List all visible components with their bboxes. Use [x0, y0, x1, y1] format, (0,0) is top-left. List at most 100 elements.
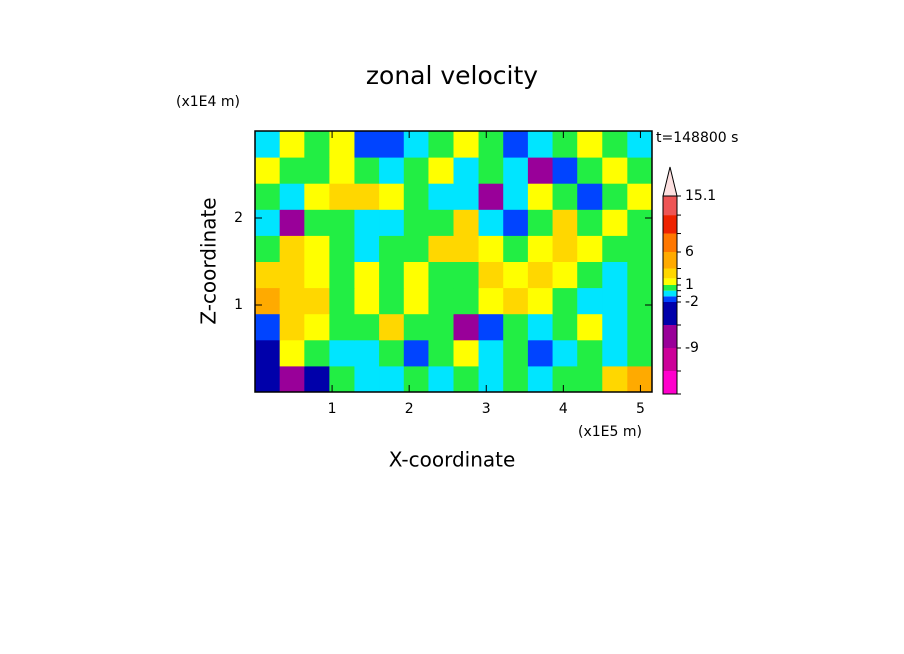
colorbar-bin — [663, 302, 677, 325]
x-axis-title: X-coordinate — [389, 448, 516, 472]
x-tick-label: 2 — [405, 401, 414, 417]
contour-cell — [329, 183, 355, 210]
contour-cell — [577, 131, 603, 158]
contour-cell — [602, 183, 628, 210]
contour-cell — [329, 287, 355, 315]
colorbar-bin — [663, 278, 677, 285]
contour-cell — [453, 131, 480, 158]
contour-cell — [279, 261, 305, 289]
contour-cell — [428, 287, 454, 315]
contour-cell — [527, 131, 554, 158]
contour-cell — [503, 261, 529, 289]
contour-cell — [304, 209, 330, 236]
colorbar-label: -9 — [685, 340, 699, 356]
colorbar-label: 15.1 — [685, 188, 716, 204]
contour-cell — [453, 261, 480, 289]
contour-cell — [304, 365, 330, 393]
contour-cell — [453, 209, 480, 236]
contour-cell — [552, 209, 578, 236]
contour-cell — [403, 183, 429, 210]
contour-cell — [354, 287, 380, 315]
contour-cell — [379, 209, 405, 236]
contour-cell — [428, 131, 454, 158]
contour-cell — [379, 157, 405, 184]
contour-cell — [255, 339, 281, 367]
contour-cell — [279, 183, 305, 210]
contour-cell — [329, 313, 355, 341]
contour-cell — [453, 339, 480, 367]
colorbar-bin — [663, 348, 677, 371]
y-unit: (x1E4 m) — [176, 94, 240, 110]
contour-cell — [428, 157, 454, 184]
contour-cell — [552, 235, 578, 262]
contour-cell — [527, 339, 554, 367]
colorbar-bin — [663, 290, 677, 297]
contour-cell — [329, 157, 355, 184]
contour-cell — [255, 365, 281, 393]
contour-cell — [279, 287, 305, 315]
contour-cell — [304, 287, 330, 315]
contour-cell — [354, 261, 380, 289]
contour-cell — [428, 209, 454, 236]
contour-cell — [329, 339, 355, 367]
contour-cell — [478, 209, 504, 236]
contour-cell — [354, 235, 380, 262]
contour-cell — [478, 131, 504, 158]
colorbar-bin — [663, 233, 677, 252]
contour-cell — [478, 261, 504, 289]
contour-cell — [304, 313, 330, 341]
x-tick-label: 3 — [482, 401, 491, 417]
contour-cell — [602, 339, 628, 367]
contour-cell — [354, 313, 380, 341]
contour-cell — [329, 235, 355, 262]
contour-cell — [329, 131, 355, 158]
contour-cell — [503, 365, 529, 393]
contour-cell — [279, 365, 305, 393]
contour-cell — [577, 183, 603, 210]
contour-cell — [279, 339, 305, 367]
contour-cell — [478, 339, 504, 367]
contour-cell — [354, 183, 380, 210]
contour-cell — [602, 365, 628, 393]
contour-cell — [478, 157, 504, 184]
contour-cell — [329, 365, 355, 393]
contour-cell — [403, 157, 429, 184]
contour-cell — [552, 339, 578, 367]
contour-cell — [453, 365, 480, 393]
contour-cell — [503, 131, 529, 158]
contour-cell — [503, 339, 529, 367]
contour-cell — [255, 313, 281, 341]
contour-cell — [379, 287, 405, 315]
contour-cell — [403, 131, 429, 158]
contour-cell — [329, 209, 355, 236]
contour-cell — [354, 365, 380, 393]
contour-cell — [279, 209, 305, 236]
contour-cell — [428, 183, 454, 210]
contour-cell — [602, 287, 628, 315]
contour-cell — [627, 287, 653, 315]
colorbar-bin — [663, 325, 677, 348]
contour-cell — [552, 131, 578, 158]
contour-cell — [527, 183, 554, 210]
contour-cell — [279, 131, 305, 158]
contour-cell — [379, 313, 405, 341]
plot-frame — [254, 130, 653, 393]
contour-cell — [503, 183, 529, 210]
colorbar-label: 6 — [685, 244, 694, 260]
contour-cell — [602, 313, 628, 341]
contour-cell — [354, 131, 380, 158]
contour-cell — [453, 235, 480, 262]
contour-cell — [577, 235, 603, 262]
contour-cell — [255, 287, 281, 315]
colorbar-label: 1 — [685, 277, 694, 293]
contour-cell — [577, 287, 603, 315]
contour-cell — [577, 157, 603, 184]
contour-cell — [379, 183, 405, 210]
x-tick-label: 4 — [559, 401, 568, 417]
colorbar-bin — [663, 196, 677, 216]
contour-cell — [379, 339, 405, 367]
contour-cell — [602, 157, 628, 184]
contour-cell — [304, 261, 330, 289]
contour-cell — [627, 235, 653, 262]
y-tick-label: 2 — [234, 210, 243, 226]
